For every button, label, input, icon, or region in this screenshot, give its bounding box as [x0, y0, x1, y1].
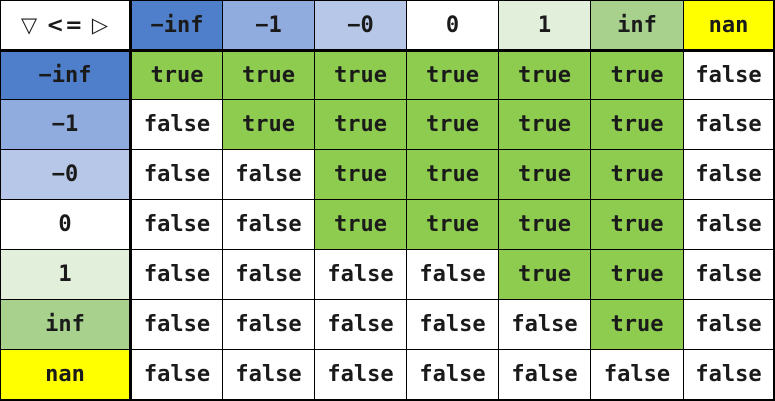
row-header: inf: [1, 300, 129, 349]
table-cell: false: [407, 250, 498, 299]
table-cell: false: [132, 150, 222, 199]
row-header: −1: [1, 100, 129, 149]
table-cell: false: [684, 200, 773, 249]
table-cell: false: [684, 150, 773, 199]
column-header: −0: [315, 1, 406, 49]
table-cell: false: [223, 300, 314, 349]
table-cell: true: [499, 200, 590, 249]
table-cell: false: [499, 300, 590, 349]
table-cell: false: [223, 250, 314, 299]
table-cell: false: [132, 250, 222, 299]
column-header: nan: [684, 1, 773, 49]
table-cell: false: [223, 350, 314, 399]
table-cell: false: [315, 300, 406, 349]
table-cell: false: [684, 250, 773, 299]
table-cell: true: [223, 52, 314, 99]
table-cell: true: [499, 150, 590, 199]
row-header: 0: [1, 200, 129, 249]
table-cell: true: [591, 200, 683, 249]
table-cell: true: [591, 52, 683, 99]
column-header: −inf: [132, 1, 222, 49]
row-header: 1: [1, 250, 129, 299]
table-cell: false: [684, 100, 773, 149]
table-cell: false: [407, 350, 498, 399]
table-cell: false: [132, 350, 222, 399]
table-cell: true: [315, 150, 406, 199]
table-cell: true: [591, 300, 683, 349]
table-cell: true: [591, 100, 683, 149]
table-cell: false: [223, 200, 314, 249]
column-header: −1: [223, 1, 314, 49]
table-cell: false: [132, 200, 222, 249]
table-cell: true: [315, 52, 406, 99]
row-header: −0: [1, 150, 129, 199]
table-cell: false: [132, 300, 222, 349]
table-cell: false: [499, 350, 590, 399]
table-cell: false: [684, 52, 773, 99]
column-header: 1: [499, 1, 590, 49]
table-cell: true: [315, 100, 406, 149]
table-cell: false: [684, 300, 773, 349]
table-cell: true: [407, 100, 498, 149]
table-cell: true: [407, 150, 498, 199]
table-cell: true: [223, 100, 314, 149]
table-cell: true: [499, 250, 590, 299]
corner-label: ▽ <= ▷: [1, 1, 129, 49]
column-header: inf: [591, 1, 683, 49]
column-header: 0: [407, 1, 498, 49]
row-header: −inf: [1, 52, 129, 99]
table-cell: true: [591, 250, 683, 299]
table-cell: true: [499, 52, 590, 99]
table-cell: true: [407, 200, 498, 249]
table-cell: false: [407, 300, 498, 349]
table-cell: false: [684, 350, 773, 399]
table-cell: false: [315, 350, 406, 399]
table-cell: false: [591, 350, 683, 399]
table-cell: false: [223, 150, 314, 199]
table-cell: true: [315, 200, 406, 249]
row-header: nan: [1, 350, 129, 399]
table-cell: true: [132, 52, 222, 99]
table-cell: true: [591, 150, 683, 199]
table-cell: true: [499, 100, 590, 149]
table-cell: true: [407, 52, 498, 99]
table-cell: false: [315, 250, 406, 299]
table-cell: false: [132, 100, 222, 149]
